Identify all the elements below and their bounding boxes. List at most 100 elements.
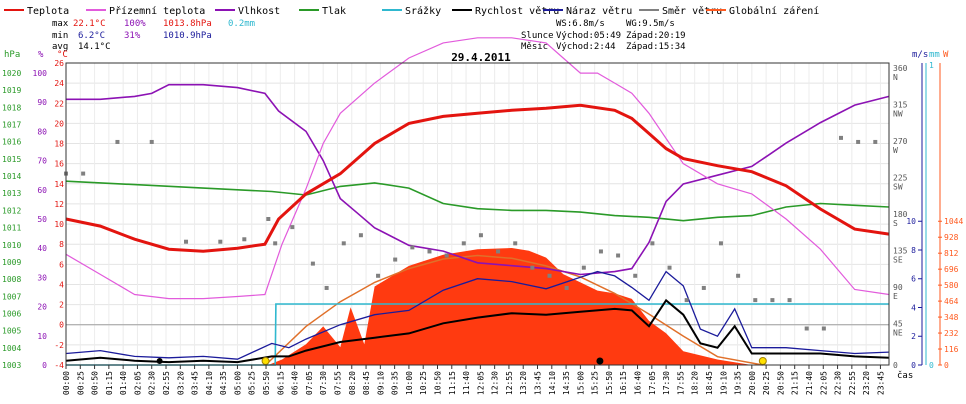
dir-tick-label: 225 [893, 174, 908, 183]
sun-label: Slunce [521, 31, 554, 41]
wind-direction-point [376, 273, 381, 278]
x-tick-label: 18:20 [691, 371, 700, 395]
legend-label-4: Srážky [405, 5, 441, 17]
temp-tick-label: 6 [59, 260, 64, 269]
series-teplota [65, 103, 890, 253]
stats-max-hum: 100% [124, 19, 146, 29]
hpa-tick-label: 1014 [2, 172, 21, 181]
x-tick-label: 05:00 [233, 371, 242, 395]
dir-tick-label: 315 [893, 101, 908, 110]
temp-tick-label: 26 [54, 59, 64, 68]
wind-direction-point [718, 241, 723, 246]
series-prizemni-teplota [65, 37, 890, 300]
legend: Teplota Přízemní teplota Vlhkost Tlak Srážky… [4, 5, 819, 17]
wind-direction-point [530, 265, 535, 270]
series-globalni-zareni [66, 248, 889, 365]
temp-tick-label: 16 [54, 160, 64, 169]
pct-tick-label: 20 [37, 303, 47, 312]
speed-tick-label: 0 [911, 361, 916, 370]
x-tick-label: 10:25 [419, 371, 428, 395]
stats-min-temp: 6.2°C [78, 31, 105, 41]
legend-label-1: Přízemní teplota [109, 5, 205, 17]
legend-label-8: Globální záření [729, 5, 819, 17]
stats-max-label: max [52, 19, 69, 29]
x-tick-label: 02:05 [133, 371, 142, 395]
x-tick-label: 20:50 [776, 371, 785, 395]
x-tick-label: 09:10 [376, 371, 385, 395]
hpa-tick-label: 1006 [2, 309, 21, 318]
stats-avg-temp: 14.1°C [78, 42, 111, 52]
x-tick-label: 15:00 [576, 371, 585, 395]
rain-tick-label: 0 [929, 361, 934, 370]
pct-tick-label: 90 [37, 98, 47, 107]
wind-direction-point [273, 241, 278, 246]
wind-direction-point [266, 217, 271, 221]
rad-tick-label: 232 [944, 329, 959, 338]
dir-tick-label: NE [893, 329, 903, 338]
hpa-tick-label: 1008 [2, 275, 21, 284]
moonrise-marker [156, 358, 163, 364]
dir-tick-label: W [893, 146, 898, 155]
rain-tick-label: 1 [929, 61, 934, 70]
temp-tick-label: 20 [54, 119, 64, 128]
temp-tick-label: -2 [54, 341, 64, 350]
x-tick-label: 19:35 [734, 371, 743, 395]
x-tick-label: 10:50 [433, 371, 442, 395]
rad-tick-label: 812 [944, 249, 959, 258]
temp-tick-label: 18 [54, 140, 64, 149]
temp-tick-label: 2 [59, 301, 64, 310]
x-tick-label: 11:40 [462, 371, 471, 395]
wind-direction-point [427, 249, 432, 254]
dir-tick-label: S [893, 219, 898, 228]
x-tick-label: 05:25 [248, 371, 257, 395]
dir-tick-label: NW [893, 110, 903, 119]
wind-direction-point [358, 233, 363, 238]
x-tick-label: 06:40 [291, 371, 300, 395]
hpa-tick-label: 1018 [2, 103, 21, 112]
hpa-tick-label: 1020 [2, 69, 21, 78]
stats-max-press: 1013.8hPa [163, 19, 212, 29]
x-tick-label: 02:55 [162, 371, 171, 395]
legend-label-2: Vlhkost [238, 6, 280, 17]
dir-tick-label: 135 [893, 247, 908, 256]
dir-tick-label: 360 [893, 64, 908, 73]
legend-label-3: Tlak [322, 6, 346, 17]
temp-tick-label: 10 [54, 220, 64, 229]
pct-tick-label: 100 [33, 69, 48, 78]
wind-direction-point [341, 241, 346, 246]
series-tlak [65, 180, 890, 222]
wind-direction-point [513, 241, 518, 246]
axes: hPa% °C m/s mm W1003100410051006100710081009… [2, 50, 963, 370]
wind-direction-point [753, 298, 758, 303]
x-tick-label: 22:55 [848, 371, 857, 395]
wind-direction-point [444, 253, 449, 258]
x-tick-label: 01:40 [119, 371, 128, 395]
hpa-tick-label: 1005 [2, 327, 21, 336]
x-tick-label: 16:15 [619, 371, 628, 395]
dir-tick-label: SE [893, 256, 903, 265]
x-tick-label: 08:45 [362, 371, 371, 395]
hpa-tick-label: 1009 [2, 258, 21, 267]
wind-direction-point [81, 171, 86, 176]
x-tick-label: 07:30 [319, 371, 328, 395]
x-tick-label: 10:00 [405, 371, 414, 395]
pct-tick-label: 80 [37, 127, 47, 136]
chart-title: 29.4.2011 [451, 51, 511, 64]
pct-tick-label: 60 [37, 186, 47, 195]
x-tick-label: 00:00 [62, 371, 71, 395]
wind-direction-point [547, 273, 552, 278]
wind-direction-point [461, 241, 466, 246]
hpa-tick-label: 1017 [2, 121, 21, 130]
x-tick-label: 01:15 [105, 371, 114, 395]
wind-direction-point [410, 245, 415, 250]
x-tick-label: 22:05 [819, 371, 828, 395]
pct-tick-label: 50 [37, 215, 47, 224]
x-tick-label: 23:20 [862, 371, 871, 395]
x-tick-label: 19:10 [719, 371, 728, 395]
wind-direction-point [496, 249, 501, 254]
stats-min-press: 1010.9hPa [163, 31, 212, 41]
stats-min-label: min [52, 31, 68, 41]
x-tick-label: 15:50 [605, 371, 614, 395]
temp-tick-label: 24 [54, 79, 64, 88]
